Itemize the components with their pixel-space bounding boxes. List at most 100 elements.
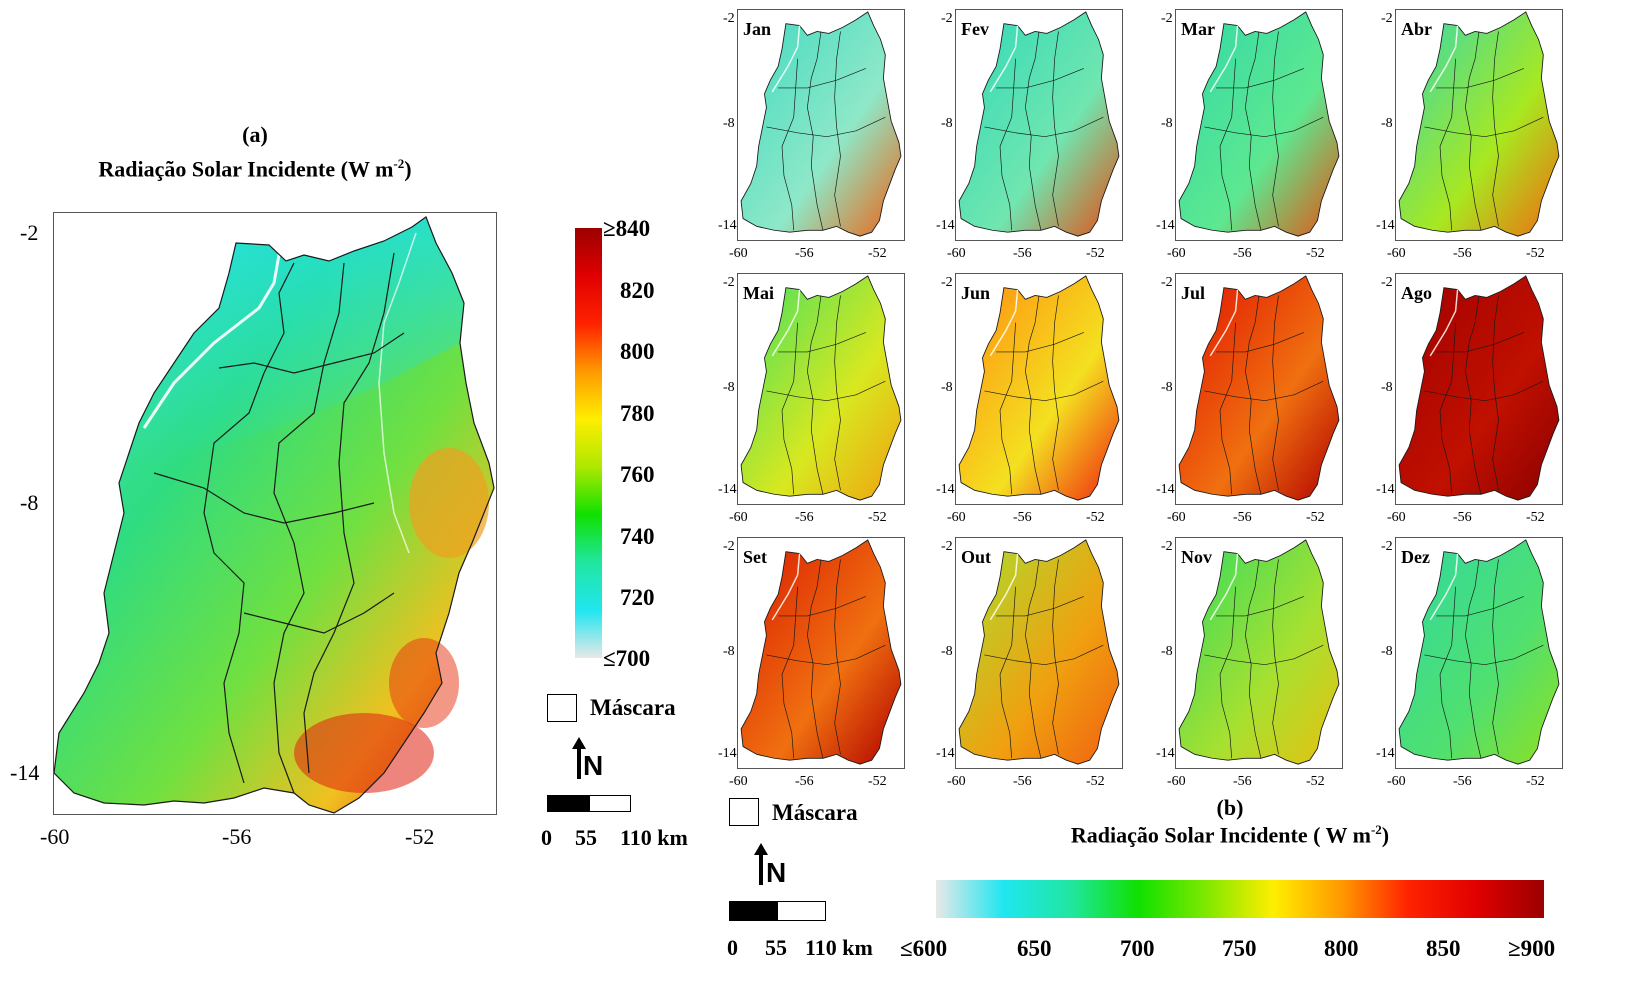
month-xtick-ago-2: -52 (1526, 510, 1545, 525)
panel-a-scale-bar (547, 795, 631, 812)
panel-a-title-end: ) (404, 156, 412, 182)
month-map-svg-mar (1178, 11, 1340, 237)
month-label-out: Out (961, 547, 992, 567)
panel-a-scale-55: 55 (575, 825, 597, 850)
panel-b-cb-label-1: 650 (1017, 936, 1052, 961)
month-ytick-set-2: -14 (718, 746, 737, 761)
month-ytick-nov-2: -14 (1156, 746, 1175, 761)
month-xtick-nov-0: -60 (1167, 774, 1186, 789)
month-xtick-jun-0: -60 (947, 510, 966, 525)
panel-b-colorbar (936, 880, 1544, 918)
month-xtick-nov-1: -56 (1233, 774, 1252, 789)
panel-a-map-frame (53, 212, 497, 815)
month-map-jan (737, 9, 905, 241)
panel-b-title-end: ) (1381, 822, 1390, 848)
month-ytick-jan-0: -2 (723, 11, 735, 26)
month-ytick-jun-1: -8 (941, 380, 953, 395)
panel-b-north-label: N (766, 857, 787, 888)
month-xtick-mai-1: -56 (795, 510, 814, 525)
month-map-svg-jan (740, 11, 902, 237)
month-xtick-set-1: -56 (795, 774, 814, 789)
month-map-svg-set (740, 539, 902, 765)
panel-a-ytick-2: -8 (20, 490, 39, 515)
panel-b-cb-label-3: 750 (1222, 936, 1257, 961)
month-xtick-abr-1: -56 (1453, 246, 1472, 261)
month-xtick-jul-1: -56 (1233, 510, 1252, 525)
month-ytick-fev-0: -2 (941, 11, 953, 26)
month-xtick-ago-1: -56 (1453, 510, 1472, 525)
month-xtick-fev-0: -60 (947, 246, 966, 261)
month-label-mai: Mai (743, 283, 774, 303)
panel-a-xtick-2: -56 (222, 824, 252, 849)
month-map-nov (1175, 537, 1343, 769)
month-ytick-mai-2: -14 (718, 482, 737, 497)
panel-b-mask-label: Máscara (772, 800, 858, 825)
panel-b-scale-0: 0 (727, 935, 738, 960)
panel-a-ytick-1: -2 (20, 220, 39, 245)
month-ytick-dez-2: -14 (1376, 746, 1395, 761)
month-label-jan: Jan (743, 19, 772, 39)
month-xtick-dez-2: -52 (1526, 774, 1545, 789)
month-ytick-mar-0: -2 (1161, 11, 1173, 26)
month-xtick-fev-2: -52 (1086, 246, 1105, 261)
month-ytick-fev-2: -14 (936, 218, 955, 233)
panel-a-cb-label-0: ≥840 (603, 216, 651, 241)
month-map-svg-nov (1178, 539, 1340, 765)
panel-b-cb-label-6: ≥900 (1508, 936, 1556, 961)
panel-a-xtick-1: -60 (40, 824, 70, 849)
month-xtick-ago-0: -60 (1387, 510, 1406, 525)
panel-a-label: (a) (242, 122, 268, 147)
month-label-jun: Jun (961, 283, 991, 303)
month-xtick-out-1: -56 (1013, 774, 1032, 789)
month-xtick-dez-0: -60 (1387, 774, 1406, 789)
panel-b-north-arrow-icon (752, 843, 802, 888)
panel-a-scale-110: 110 km (620, 825, 688, 850)
month-label-set: Set (743, 547, 767, 567)
month-ytick-set-1: -8 (723, 644, 735, 659)
panel-b-scale-bar (729, 901, 826, 921)
month-ytick-ago-1: -8 (1381, 380, 1393, 395)
month-map-ago (1395, 273, 1563, 505)
panel-b-cb-label-2: 700 (1120, 936, 1155, 961)
month-ytick-jun-0: -2 (941, 275, 953, 290)
month-ytick-nov-0: -2 (1161, 539, 1173, 554)
month-ytick-jul-2: -14 (1156, 482, 1175, 497)
month-map-svg-mai (740, 275, 902, 501)
month-map-fev (955, 9, 1123, 241)
month-xtick-jun-1: -56 (1013, 510, 1032, 525)
month-label-abr: Abr (1401, 19, 1432, 39)
month-xtick-mai-2: -52 (868, 510, 887, 525)
month-xtick-dez-1: -56 (1453, 774, 1472, 789)
panel-a-cb-label-5: 740 (620, 524, 655, 549)
month-map-svg-fev (958, 11, 1120, 237)
month-map-out (955, 537, 1123, 769)
panel-b-title: Radiação Solar Incidente ( W m-2) (1010, 822, 1450, 848)
panel-a-cb-label-6: 720 (620, 585, 655, 610)
month-map-svg-dez (1398, 539, 1560, 765)
month-xtick-jul-0: -60 (1167, 510, 1186, 525)
month-xtick-mar-1: -56 (1233, 246, 1252, 261)
month-label-dez: Dez (1401, 547, 1430, 567)
panel-a-cb-label-1: 820 (620, 278, 655, 303)
panel-b-title-sup: -2 (1370, 822, 1382, 837)
month-map-svg-jun (958, 275, 1120, 501)
month-ytick-jul-1: -8 (1161, 380, 1173, 395)
panel-a-ytick-3: -14 (10, 760, 40, 785)
panel-a-cb-label-3: 780 (620, 401, 655, 426)
month-ytick-jan-1: -8 (723, 116, 735, 131)
month-xtick-mar-2: -52 (1306, 246, 1325, 261)
month-xtick-jul-2: -52 (1306, 510, 1325, 525)
month-map-svg-abr (1398, 11, 1560, 237)
panel-a-cb-label-7: ≤700 (603, 646, 651, 671)
month-xtick-abr-0: -60 (1387, 246, 1406, 261)
panel-b-cb-label-4: 800 (1324, 936, 1359, 961)
month-xtick-nov-2: -52 (1306, 774, 1325, 789)
panel-a-cb-label-2: 800 (620, 339, 655, 364)
month-ytick-abr-1: -8 (1381, 116, 1393, 131)
panel-a-title-sup: -2 (393, 156, 405, 171)
month-ytick-nov-1: -8 (1161, 644, 1173, 659)
month-label-ago: Ago (1401, 283, 1432, 303)
month-xtick-fev-1: -56 (1013, 246, 1032, 261)
month-ytick-mar-1: -8 (1161, 116, 1173, 131)
month-map-jun (955, 273, 1123, 505)
